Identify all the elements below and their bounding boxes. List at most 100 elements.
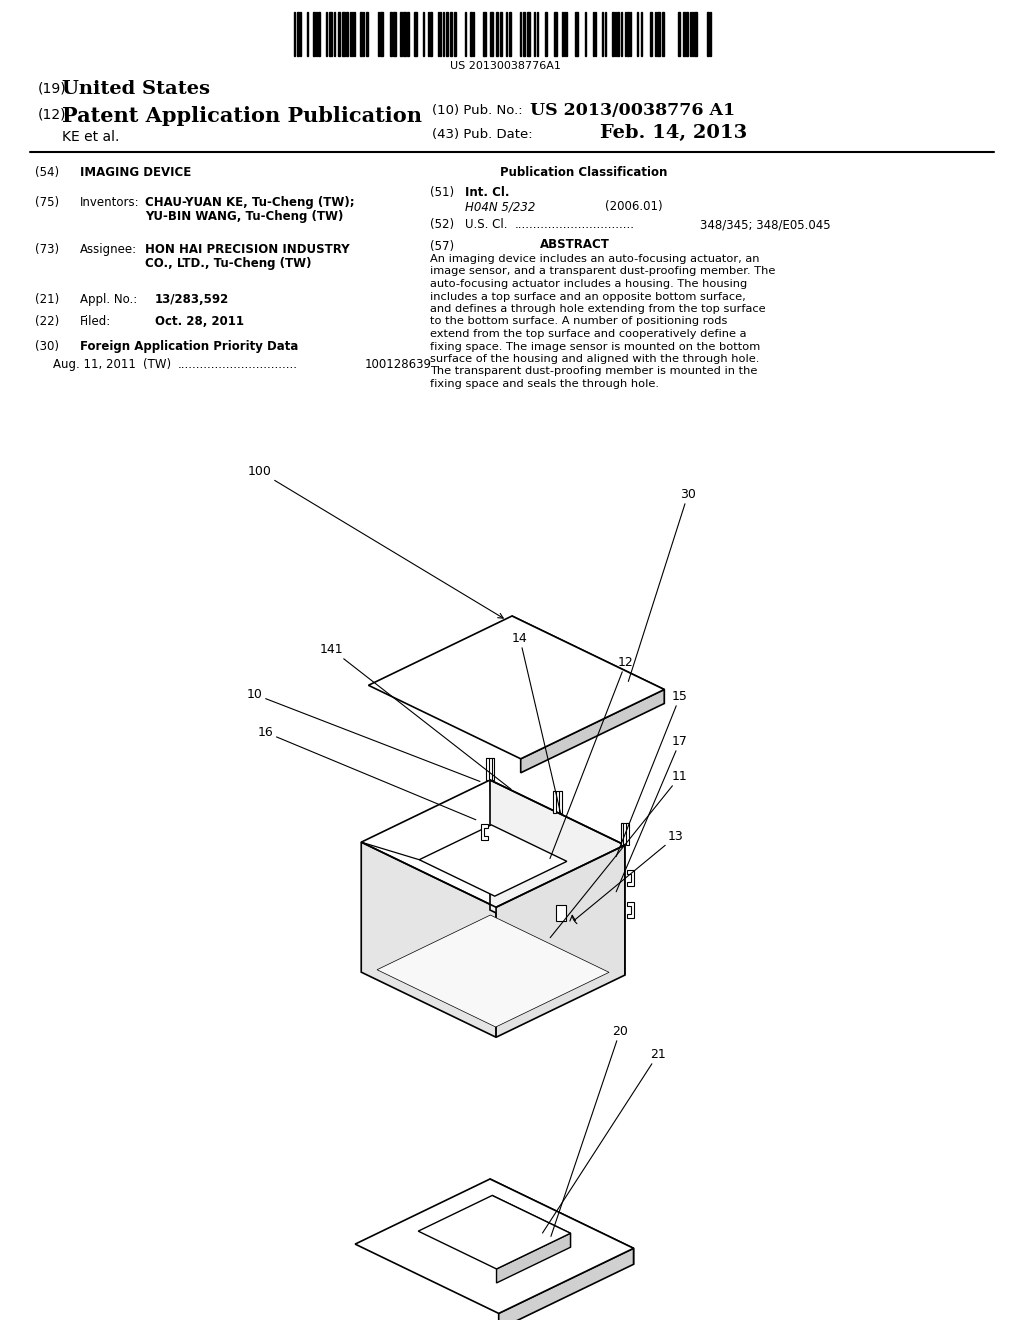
Text: Inventors:: Inventors: — [80, 195, 139, 209]
Text: 141: 141 — [319, 643, 511, 789]
Polygon shape — [496, 845, 625, 1038]
Text: An imaging device includes an auto-focusing actuator, an: An imaging device includes an auto-focus… — [430, 253, 760, 264]
Text: IMAGING DEVICE: IMAGING DEVICE — [80, 166, 191, 180]
Text: and defines a through hole extending from the top surface: and defines a through hole extending fro… — [430, 304, 766, 314]
Polygon shape — [499, 1249, 634, 1320]
Text: ABSTRACT: ABSTRACT — [540, 238, 610, 251]
Bar — [414, 12, 417, 55]
Polygon shape — [627, 902, 634, 919]
Bar — [366, 12, 368, 55]
Text: 30: 30 — [629, 488, 696, 681]
Bar — [313, 12, 315, 55]
Polygon shape — [621, 824, 624, 845]
Text: Oct. 28, 2011: Oct. 28, 2011 — [155, 315, 244, 327]
Bar — [318, 12, 319, 55]
Bar — [575, 12, 578, 55]
Bar — [329, 12, 332, 55]
Polygon shape — [627, 870, 634, 886]
Text: Feb. 14, 2013: Feb. 14, 2013 — [600, 124, 748, 143]
Text: Foreign Application Priority Data: Foreign Application Priority Data — [80, 341, 298, 352]
Text: 348/345; 348/E05.045: 348/345; 348/E05.045 — [700, 218, 830, 231]
Text: 11: 11 — [550, 770, 688, 937]
Text: H04N 5/232: H04N 5/232 — [465, 201, 536, 213]
Bar — [496, 12, 498, 55]
Bar — [527, 12, 530, 55]
Polygon shape — [490, 780, 625, 975]
Text: (19): (19) — [38, 82, 67, 96]
Text: ................................: ................................ — [515, 218, 635, 231]
Bar — [470, 12, 472, 55]
Polygon shape — [419, 825, 567, 896]
Text: CO., LTD., Tu-Cheng (TW): CO., LTD., Tu-Cheng (TW) — [145, 257, 311, 271]
Bar — [662, 12, 664, 55]
Bar — [686, 12, 688, 55]
Bar — [509, 12, 511, 55]
Text: fixing space. The image sensor is mounted on the bottom: fixing space. The image sensor is mounte… — [430, 342, 760, 351]
Text: (12): (12) — [38, 108, 67, 121]
Text: 16: 16 — [258, 726, 476, 820]
Text: (2006.01): (2006.01) — [605, 201, 663, 213]
Bar — [694, 12, 697, 55]
Text: Assignee:: Assignee: — [80, 243, 137, 256]
Polygon shape — [627, 824, 629, 845]
Bar — [450, 12, 452, 55]
Text: 100: 100 — [248, 465, 503, 618]
Polygon shape — [481, 824, 488, 840]
Bar — [407, 12, 409, 55]
Polygon shape — [485, 758, 488, 780]
Bar — [446, 12, 449, 55]
Text: HON HAI PRECISION INDUSTRY: HON HAI PRECISION INDUSTRY — [145, 243, 349, 256]
Text: Patent Application Publication: Patent Application Publication — [62, 106, 422, 125]
Text: United States: United States — [62, 81, 210, 98]
Bar — [650, 12, 652, 55]
Text: The transparent dust-proofing member is mounted in the: The transparent dust-proofing member is … — [430, 367, 758, 376]
Text: image sensor, and a transparent dust-proofing member. The: image sensor, and a transparent dust-pro… — [430, 267, 775, 276]
Text: 17: 17 — [616, 735, 688, 892]
Text: US 20130038776A1: US 20130038776A1 — [450, 61, 560, 71]
Text: (54): (54) — [35, 166, 59, 180]
Text: 12: 12 — [550, 656, 634, 858]
Polygon shape — [369, 616, 665, 759]
Text: (TW): (TW) — [143, 358, 171, 371]
Text: 13: 13 — [574, 830, 684, 920]
Text: CHAU-YUAN KE, Tu-Cheng (TW);: CHAU-YUAN KE, Tu-Cheng (TW); — [145, 195, 354, 209]
Text: (43) Pub. Date:: (43) Pub. Date: — [432, 128, 532, 141]
Bar — [400, 12, 402, 55]
Text: Filed:: Filed: — [80, 315, 112, 327]
Polygon shape — [355, 1179, 634, 1313]
Polygon shape — [512, 616, 665, 704]
Text: (51): (51) — [430, 186, 454, 199]
Bar — [545, 12, 547, 55]
Polygon shape — [559, 791, 561, 813]
Polygon shape — [520, 689, 665, 772]
Text: fixing space and seals the through hole.: fixing space and seals the through hole. — [430, 379, 659, 389]
Bar — [707, 12, 709, 55]
Text: 13/283,592: 13/283,592 — [155, 293, 229, 306]
Bar — [683, 12, 685, 55]
Text: includes a top surface and an opposite bottom surface,: includes a top surface and an opposite b… — [430, 292, 745, 301]
Bar — [678, 12, 680, 55]
Bar — [360, 12, 362, 55]
Text: (75): (75) — [35, 195, 59, 209]
Bar — [393, 12, 396, 55]
Text: to the bottom surface. A number of positioning rods: to the bottom surface. A number of posit… — [430, 317, 727, 326]
Text: 21: 21 — [543, 1048, 666, 1233]
Text: US 2013/0038776 A1: US 2013/0038776 A1 — [530, 102, 735, 119]
Bar — [403, 12, 406, 55]
Bar — [338, 12, 340, 55]
Polygon shape — [556, 906, 566, 921]
Bar — [617, 12, 618, 55]
Text: 20: 20 — [551, 1026, 628, 1237]
Polygon shape — [493, 1196, 570, 1247]
Bar — [454, 12, 456, 55]
Text: surface of the housing and aligned with the through hole.: surface of the housing and aligned with … — [430, 354, 760, 364]
Text: auto-focusing actuator includes a housing. The housing: auto-focusing actuator includes a housin… — [430, 279, 748, 289]
Bar — [342, 12, 345, 55]
Text: YU-BIN WANG, Tu-Cheng (TW): YU-BIN WANG, Tu-Cheng (TW) — [145, 210, 343, 223]
Text: Int. Cl.: Int. Cl. — [465, 186, 510, 199]
Polygon shape — [377, 915, 609, 1027]
Text: ................................: ................................ — [178, 358, 298, 371]
Text: (22): (22) — [35, 315, 59, 327]
Bar — [627, 12, 629, 55]
Bar — [483, 12, 486, 55]
